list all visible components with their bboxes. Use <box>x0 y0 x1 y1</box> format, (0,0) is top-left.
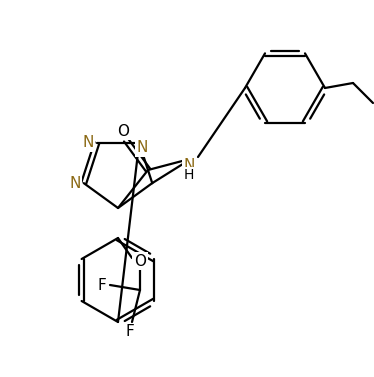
Text: H: H <box>184 168 194 182</box>
Text: N: N <box>183 158 195 173</box>
Text: N: N <box>82 135 94 150</box>
Text: N: N <box>69 176 80 191</box>
Text: F: F <box>98 277 106 293</box>
Text: O: O <box>117 124 129 138</box>
Text: N: N <box>137 140 148 155</box>
Text: F: F <box>126 325 134 340</box>
Text: O: O <box>134 253 146 268</box>
